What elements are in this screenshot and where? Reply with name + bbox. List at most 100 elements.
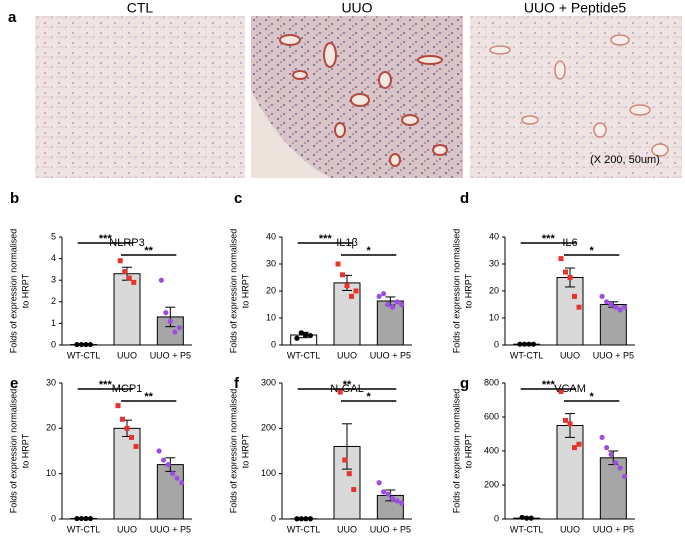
x-tick-label: UUO: [117, 524, 137, 534]
data-point: [83, 515, 89, 522]
y-tick-label: 30: [266, 258, 276, 268]
significance-label: **: [343, 379, 352, 391]
y-axis-label: Folds of expression normalised: [228, 389, 238, 514]
x-tick-label: UUO: [560, 350, 580, 360]
x-tick-label: WT-CTL: [67, 524, 101, 534]
data-point: [603, 299, 610, 305]
x-tick-label: UUO + P5: [150, 524, 191, 534]
data-point: [120, 416, 125, 422]
y-tick-label: 300: [261, 377, 276, 387]
data-point: [74, 515, 80, 522]
y-tick-label: 40: [489, 231, 499, 241]
panel-label: b: [10, 190, 19, 207]
data-point: [563, 417, 568, 423]
data-point: [160, 457, 167, 463]
data-point: [612, 304, 619, 310]
y-tick-label: 0: [494, 513, 499, 523]
data-point: [526, 341, 532, 347]
x-tick-label: UUO + P5: [150, 350, 191, 360]
data-point: [158, 277, 164, 283]
y-tick-label: 0: [51, 513, 56, 523]
data-point: [385, 301, 391, 308]
y-tick-label: 30: [489, 258, 499, 268]
y-axis-label: Folds of expression normalised: [228, 229, 238, 354]
data-point: [385, 491, 391, 497]
data-point: [380, 291, 387, 297]
data-point: [335, 261, 341, 267]
y-tick-label: 400: [484, 445, 499, 455]
data-point: [617, 465, 623, 471]
data-point: [621, 473, 628, 480]
y-tick-label: 10: [489, 312, 499, 322]
data-point: [376, 293, 382, 299]
micrograph-uuo: [251, 16, 463, 178]
y-tick-label: 10: [46, 468, 56, 478]
y-axis-label: to HRPT: [20, 433, 30, 468]
data-point: [563, 269, 568, 275]
data-point: [380, 489, 387, 495]
y-tick-label: 40: [266, 231, 276, 241]
data-point: [603, 445, 610, 451]
data-point: [131, 279, 137, 285]
significance-label: *: [367, 391, 372, 403]
significance-label: **: [144, 245, 153, 257]
significance-label: ***: [99, 379, 113, 391]
data-point: [117, 258, 123, 264]
image-caption: UUO + Peptide5: [524, 0, 627, 16]
y-tick-label: 0: [51, 339, 56, 349]
x-tick-label: WT-CTL: [67, 350, 101, 360]
significance-label: *: [367, 245, 372, 257]
y-tick-label: 30: [46, 377, 56, 387]
y-axis-label: Folds of expression normalised: [451, 229, 461, 354]
data-point: [608, 451, 614, 457]
data-point: [126, 275, 132, 281]
data-point: [612, 460, 619, 466]
y-axis-label: Folds of expression normalised: [8, 389, 18, 514]
y-tick-label: 0: [271, 513, 276, 523]
y-axis-label: to HRPT: [240, 433, 250, 468]
data-point: [307, 516, 314, 522]
data-point: [340, 272, 345, 278]
data-point: [78, 515, 85, 522]
data-point: [572, 445, 577, 451]
significance-label: ***: [542, 233, 556, 245]
data-point: [351, 487, 357, 493]
data-point: [124, 425, 130, 431]
y-tick-label: 1: [51, 318, 56, 328]
significance-label: *: [590, 245, 595, 257]
y-tick-label: 600: [484, 411, 499, 421]
data-point: [167, 318, 173, 324]
data-point: [178, 480, 185, 486]
data-point: [87, 515, 94, 522]
data-point: [567, 275, 573, 280]
y-tick-label: 200: [261, 423, 276, 433]
data-point: [576, 441, 582, 447]
data-point: [303, 332, 309, 338]
x-tick-label: WT-CTL: [287, 350, 321, 360]
y-tick-label: 200: [484, 479, 499, 489]
y-axis-label: to HRPT: [463, 433, 473, 468]
panel-label: d: [460, 190, 469, 207]
data-point: [398, 500, 405, 506]
data-point: [156, 448, 162, 454]
data-point: [349, 293, 354, 299]
data-point: [572, 293, 577, 299]
data-point: [83, 341, 89, 348]
data-point: [558, 389, 564, 394]
x-tick-label: WT-CTL: [510, 350, 544, 360]
y-axis-label: Folds of expression normalised: [451, 389, 461, 514]
data-point: [617, 307, 623, 313]
x-tick-label: WT-CTL: [510, 524, 544, 534]
y-tick-label: 800: [484, 377, 499, 387]
y-tick-label: 3: [51, 275, 56, 285]
y-tick-label: 20: [489, 285, 499, 295]
data-point: [74, 341, 80, 348]
y-tick-label: 10: [266, 312, 276, 322]
scale-note: (X 200, 50um): [590, 154, 660, 166]
data-point: [344, 283, 350, 289]
data-point: [115, 403, 121, 409]
data-point: [298, 516, 305, 522]
data-point: [567, 421, 573, 427]
data-point: [307, 332, 314, 339]
data-point: [346, 471, 352, 477]
